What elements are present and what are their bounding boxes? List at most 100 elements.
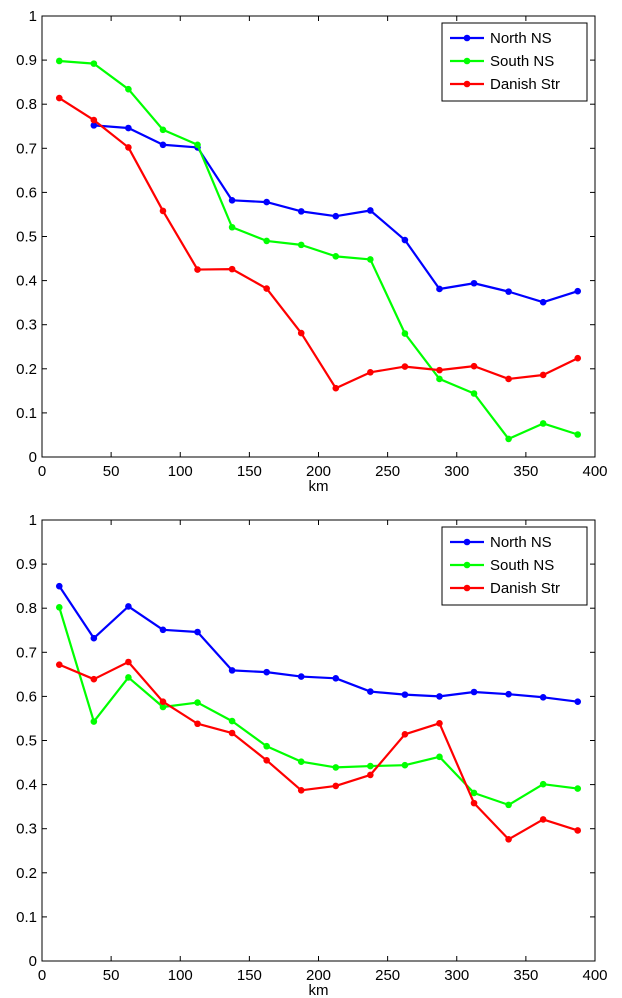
legend-swatch-marker bbox=[463, 561, 471, 569]
data-point bbox=[297, 787, 305, 794]
legend-label: North NS bbox=[490, 534, 552, 551]
data-point bbox=[367, 369, 374, 376]
data-point bbox=[505, 435, 512, 443]
data-point bbox=[574, 827, 582, 834]
data-point bbox=[125, 674, 132, 681]
x-tick-label: 150 bbox=[237, 463, 262, 480]
data-point bbox=[574, 785, 582, 792]
data-point bbox=[90, 718, 98, 725]
data-point bbox=[332, 764, 340, 771]
x-tick-label: 50 bbox=[103, 967, 120, 984]
y-tick-label: 0.6 bbox=[16, 688, 37, 705]
legend: North NS South NS Danish Str bbox=[441, 22, 588, 102]
data-point bbox=[159, 141, 167, 149]
data-point bbox=[470, 362, 478, 370]
data-point bbox=[332, 675, 340, 682]
data-point bbox=[401, 363, 409, 370]
data-point bbox=[332, 212, 340, 220]
y-tick-label: 0.9 bbox=[16, 556, 37, 573]
data-point bbox=[401, 731, 409, 738]
data-point bbox=[297, 208, 305, 215]
data-point bbox=[228, 667, 236, 674]
data-point bbox=[436, 753, 443, 761]
legend-label: South NS bbox=[490, 53, 554, 70]
data-point bbox=[125, 144, 132, 151]
data-point bbox=[228, 223, 236, 231]
x-tick-label: 350 bbox=[513, 463, 538, 480]
y-tick-label: 1 bbox=[29, 8, 37, 25]
x-tick-label: 300 bbox=[444, 463, 469, 480]
data-point bbox=[470, 688, 478, 696]
data-point bbox=[332, 253, 340, 260]
data-point bbox=[505, 690, 512, 698]
data-point bbox=[228, 717, 236, 725]
data-point bbox=[367, 688, 374, 695]
y-tick-label: 0.1 bbox=[16, 909, 37, 926]
data-point bbox=[539, 693, 547, 701]
data-point bbox=[574, 698, 582, 705]
x-axis-label: km bbox=[309, 982, 329, 998]
x-tick-label: 100 bbox=[168, 967, 193, 984]
data-point bbox=[263, 742, 270, 750]
legend-swatch-marker bbox=[463, 538, 471, 546]
data-point bbox=[401, 236, 409, 244]
data-point bbox=[367, 771, 374, 779]
data-point bbox=[159, 703, 167, 711]
data-point bbox=[470, 799, 478, 807]
data-point bbox=[90, 634, 98, 642]
data-point bbox=[436, 285, 443, 293]
data-point bbox=[332, 782, 340, 790]
data-point bbox=[436, 375, 443, 383]
x-tick-label: 400 bbox=[582, 463, 607, 480]
data-point bbox=[263, 198, 270, 206]
data-point bbox=[367, 207, 374, 214]
data-point bbox=[159, 626, 167, 634]
legend-label: South NS bbox=[490, 557, 554, 574]
data-point bbox=[125, 658, 132, 666]
data-point bbox=[55, 604, 63, 611]
data-point bbox=[125, 85, 132, 93]
legend-label: North NS bbox=[490, 30, 552, 47]
data-point bbox=[55, 94, 63, 102]
x-tick-label: 350 bbox=[513, 967, 538, 984]
series-line-south-ns bbox=[59, 59, 579, 441]
y-tick-label: 0.2 bbox=[16, 361, 37, 378]
data-point bbox=[436, 366, 443, 374]
data-point bbox=[263, 668, 270, 676]
data-point bbox=[574, 354, 582, 362]
legend-label: Danish Str bbox=[490, 76, 560, 93]
data-point bbox=[263, 757, 270, 764]
data-point bbox=[539, 816, 547, 823]
legend-swatch-marker bbox=[463, 34, 471, 42]
y-tick-label: 0.7 bbox=[16, 644, 37, 661]
data-point bbox=[228, 265, 236, 273]
y-tick-label: 0 bbox=[29, 449, 37, 466]
chart-top: 0 50 100 150 200 250 300 350 400 0 0.1 0.2 0.3 0.4 0.5… bbox=[16, 8, 607, 495]
data-point bbox=[297, 329, 305, 337]
legend: North NS South NS Danish Str bbox=[441, 526, 588, 606]
data-point bbox=[55, 57, 63, 65]
x-tick-label: 300 bbox=[444, 967, 469, 984]
data-point bbox=[574, 431, 582, 438]
data-point bbox=[574, 287, 582, 295]
x-tick-label: 400 bbox=[582, 967, 607, 984]
series-line-danish-str bbox=[58, 97, 579, 390]
y-tick-label: 1 bbox=[29, 512, 37, 529]
data-point bbox=[90, 122, 98, 129]
data-point bbox=[55, 582, 63, 590]
data-point bbox=[194, 720, 201, 728]
data-point bbox=[297, 758, 305, 765]
data-point bbox=[125, 603, 132, 610]
y-tick-label: 0.5 bbox=[16, 229, 37, 246]
y-tick-label: 0.8 bbox=[16, 96, 37, 113]
y-tick-label: 0.4 bbox=[16, 273, 37, 290]
data-point bbox=[367, 762, 374, 770]
data-point bbox=[470, 279, 478, 287]
y-tick-label: 0.7 bbox=[16, 140, 37, 157]
legend-swatch-marker bbox=[463, 80, 471, 88]
y-tick-label: 0.9 bbox=[16, 52, 37, 69]
chart-bottom: 0 50 100 150 200 250 300 350 400 0 0.1 0.2 0.3 0.4 0.5… bbox=[16, 512, 607, 998]
series-line-danish-str bbox=[58, 660, 579, 841]
data-point bbox=[436, 720, 443, 727]
